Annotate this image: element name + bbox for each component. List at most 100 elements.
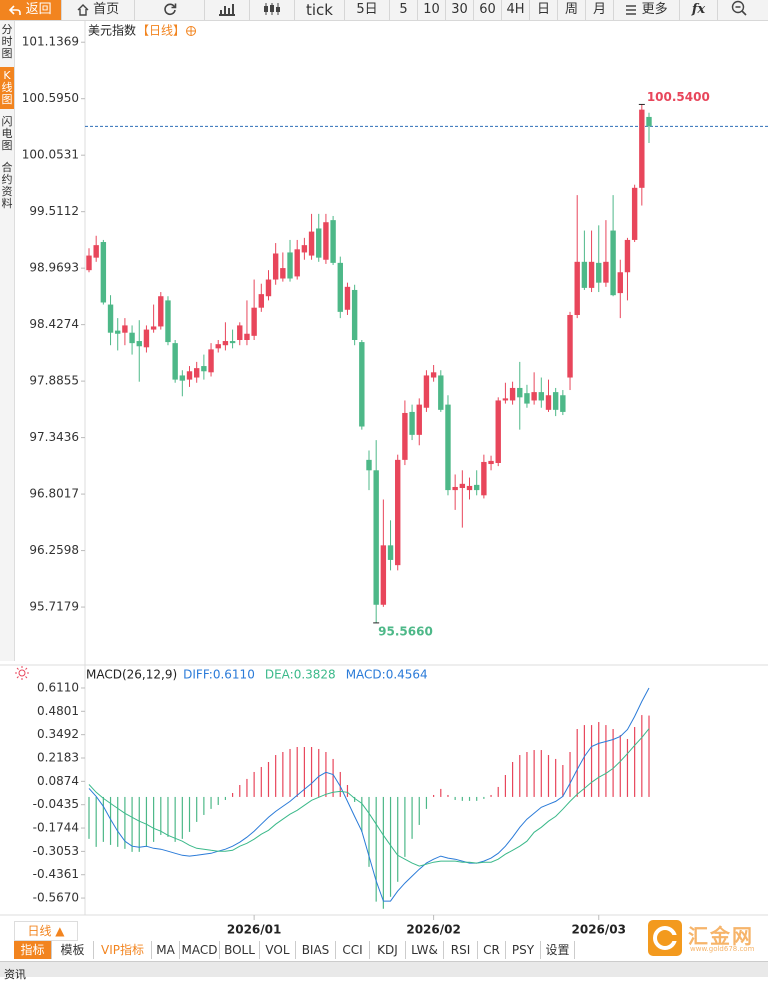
candle-body bbox=[423, 375, 430, 408]
y-tick-label: 99.5112 bbox=[29, 204, 79, 218]
candle-body bbox=[473, 484, 480, 491]
indicator-tab[interactable]: LW& bbox=[406, 941, 444, 959]
indicator-tab[interactable]: CR bbox=[478, 941, 506, 959]
candle-chart-icon bbox=[264, 3, 280, 15]
candle-body bbox=[265, 279, 272, 297]
back-icon bbox=[9, 5, 22, 15]
zoom-out-icon bbox=[731, 0, 747, 16]
indicator-tab[interactable]: RSI bbox=[444, 941, 478, 959]
period-button[interactable]: 10 bbox=[418, 0, 446, 20]
logo-icon bbox=[648, 920, 682, 956]
y-tick-label: -0.1744 bbox=[33, 821, 79, 835]
indicator-tab[interactable]: 模板 bbox=[52, 941, 94, 959]
indicator-tab[interactable]: PSY bbox=[506, 941, 541, 959]
formula-label: fx bbox=[691, 2, 706, 17]
candle-body bbox=[280, 268, 286, 279]
candle-body bbox=[193, 368, 200, 378]
candle-body bbox=[251, 307, 257, 336]
home-button[interactable]: 首页 bbox=[62, 0, 135, 20]
candle-body bbox=[488, 460, 494, 465]
home-label: 首页 bbox=[93, 2, 120, 17]
indicator-tab[interactable]: VOL bbox=[260, 941, 296, 959]
candle-body bbox=[143, 329, 150, 348]
add-icon[interactable] bbox=[186, 26, 197, 36]
sidebar: 分时图 K线图闪电图合约资料 bbox=[0, 21, 15, 661]
sidebar-tab[interactable]: 闪电图 bbox=[1, 115, 13, 152]
bar-chart-button[interactable] bbox=[205, 0, 250, 20]
indicator-tab[interactable]: VIP指标 bbox=[94, 941, 152, 959]
candle-body bbox=[596, 262, 602, 283]
period-button[interactable]: 4H bbox=[502, 0, 530, 20]
candle-body bbox=[129, 332, 135, 344]
indicator-tab[interactable]: MACD bbox=[180, 941, 220, 959]
chart-title: 美元指数 bbox=[88, 23, 136, 38]
logo: 汇金网 www.gold678.com bbox=[646, 918, 764, 958]
footer-tab[interactable]: 资讯 bbox=[4, 968, 26, 981]
legend-entry: DIFF:0.6110 bbox=[183, 668, 255, 682]
candle-body bbox=[387, 545, 394, 560]
back-button[interactable]: 返回 bbox=[0, 0, 62, 20]
candle-body bbox=[115, 330, 121, 334]
y-tick-label: 98.4274 bbox=[29, 317, 79, 331]
macd-line bbox=[88, 687, 650, 902]
indicator-tab[interactable]: CCI bbox=[336, 941, 370, 959]
indicator-tab[interactable]: BOLL bbox=[220, 941, 260, 959]
y-tick-label: 100.5950 bbox=[22, 91, 79, 105]
period-button[interactable]: 5 bbox=[390, 0, 418, 20]
candle-body bbox=[258, 294, 265, 308]
candle-body bbox=[208, 349, 214, 373]
sidebar-tab[interactable]: K线图 bbox=[0, 67, 14, 109]
chart-period: 【日线】 bbox=[137, 24, 185, 38]
tick-button[interactable]: tick bbox=[295, 0, 345, 20]
candle-body bbox=[610, 230, 616, 296]
indicator-tab[interactable]: MA bbox=[152, 941, 180, 959]
period-button[interactable]: 30 bbox=[446, 0, 474, 20]
indicator-tab[interactable]: BIAS bbox=[296, 941, 336, 959]
indicator-tab[interactable]: KDJ bbox=[370, 941, 406, 959]
candle-body bbox=[237, 325, 243, 340]
period-selector[interactable]: 日线 ▲ bbox=[14, 921, 78, 941]
sidebar-tab[interactable]: 合约资料 bbox=[1, 161, 13, 210]
y-tick-label: 0.3492 bbox=[37, 727, 79, 741]
refresh-button[interactable] bbox=[135, 0, 205, 20]
y-tick-label: -0.3053 bbox=[33, 844, 79, 858]
candle-body bbox=[445, 404, 451, 491]
period-button[interactable]: 5日 bbox=[345, 0, 390, 20]
period-button[interactable]: 周 bbox=[558, 0, 586, 20]
back-label: 返回 bbox=[25, 2, 52, 17]
candle-body bbox=[366, 459, 372, 471]
candle-body bbox=[201, 366, 207, 372]
sidebar-tab[interactable]: 分时图 bbox=[1, 23, 13, 60]
candle-body bbox=[222, 341, 229, 346]
indicator-settings-icon[interactable] bbox=[15, 666, 29, 680]
formula-button[interactable]: fx bbox=[680, 0, 718, 20]
candle-body bbox=[631, 187, 638, 240]
tick-label: tick bbox=[306, 1, 333, 19]
period-button[interactable]: 60 bbox=[474, 0, 502, 20]
candle-body bbox=[100, 242, 107, 303]
candle-body bbox=[409, 411, 415, 435]
more-button[interactable]: 更多 bbox=[614, 0, 680, 20]
candle-body bbox=[531, 392, 537, 401]
candle-body bbox=[438, 375, 444, 410]
indicator-tab[interactable]: 指标 bbox=[14, 941, 52, 959]
candle-body bbox=[136, 341, 142, 347]
candle-body bbox=[172, 343, 178, 380]
y-tick-label: -0.0435 bbox=[33, 797, 79, 811]
y-tick-label: 97.8855 bbox=[29, 374, 79, 388]
candle-body bbox=[646, 116, 652, 127]
candle-body bbox=[502, 398, 509, 401]
refresh-icon bbox=[163, 3, 176, 16]
extreme-label: 100.5400 bbox=[647, 90, 710, 104]
y-tick-label: 0.6110 bbox=[37, 680, 79, 694]
indicator-tab[interactable]: 设置 bbox=[541, 941, 575, 959]
candle-body bbox=[323, 222, 329, 260]
candle-chart-button[interactable] bbox=[250, 0, 295, 20]
candle-body bbox=[552, 392, 559, 410]
candle-body bbox=[495, 400, 501, 463]
period-button[interactable]: 日 bbox=[530, 0, 558, 20]
zoom-out-button[interactable] bbox=[718, 0, 760, 20]
candle-body bbox=[395, 459, 401, 566]
period-button[interactable]: 月 bbox=[586, 0, 614, 20]
